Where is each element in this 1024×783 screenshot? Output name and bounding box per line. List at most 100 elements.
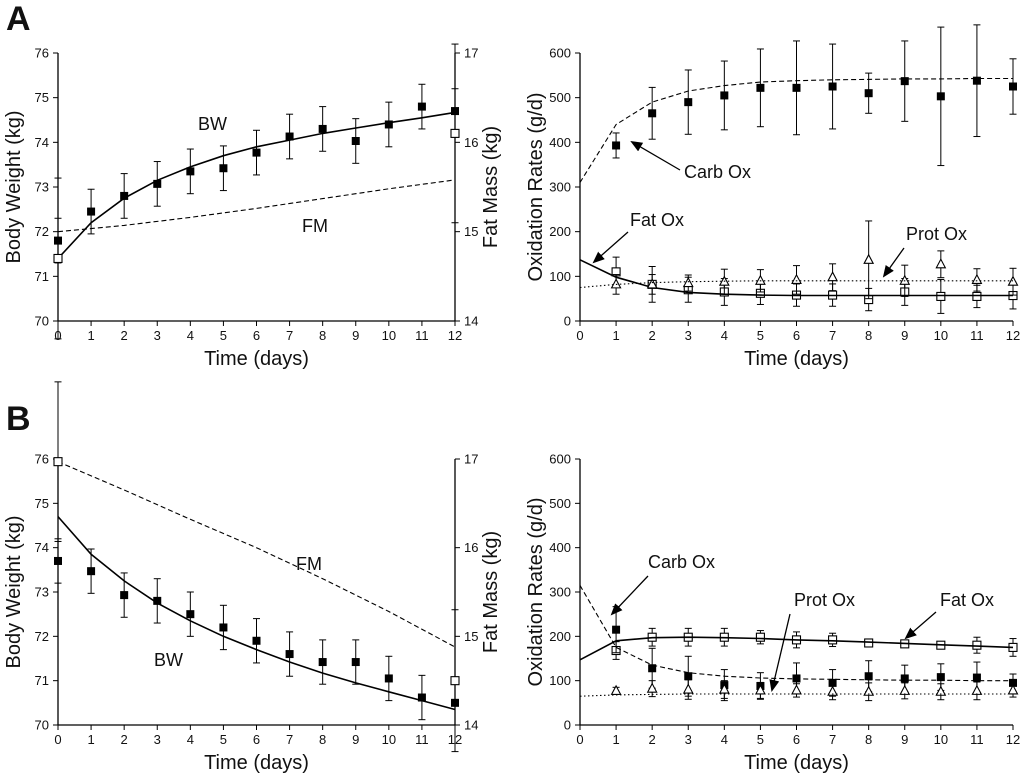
y-tick-label: 75	[35, 90, 49, 105]
chart-b-body-weight-fat-mass: FM BW 0 1 2 3 4 5 6 7 8 9 10 11 12707172737475761415…	[3, 381, 502, 774]
x-tick-label: 8	[865, 328, 872, 343]
x-axis-title: Time (days)	[744, 348, 849, 370]
prot-ox-measured-point	[682, 276, 694, 288]
carb-ox-measured-point	[648, 664, 657, 673]
x-tick-label: 12	[1006, 732, 1020, 747]
y2-tick-label: 15	[464, 629, 478, 644]
annotation-bw: BW	[198, 114, 227, 134]
chart-b-oxidation-rates: Carb Ox Prot Ox Fat Ox 0 1 2 3 4 5 6 7 8 9 10 11 120…	[525, 452, 1020, 775]
carb-ox-measured-point	[972, 673, 981, 682]
y-tick-label: 74	[35, 135, 49, 150]
x-tick-label: 10	[382, 328, 396, 343]
x-tick-label: 6	[253, 328, 260, 343]
prot-ox-measured-point	[971, 684, 983, 695]
x-tick-label: 10	[934, 328, 948, 343]
bw-measured-point	[87, 207, 96, 216]
carb-ox-measured-point	[828, 678, 837, 687]
carb-ox-measured-point	[1009, 678, 1017, 687]
carb-ox-measured-point	[864, 89, 873, 98]
fat-ox-measured-point	[936, 291, 946, 301]
prot-ox-measured-point	[610, 278, 622, 289]
y-tick-label: 71	[35, 673, 49, 688]
prot-ox-measured-point	[935, 258, 947, 269]
prot-ox-measured-point	[646, 278, 658, 289]
y-tick-label: 400	[549, 540, 571, 555]
bw-model-line	[57, 516, 456, 711]
arrow-fat-ox	[904, 611, 937, 640]
x-tick-label: 11	[415, 328, 429, 343]
x-tick-label: 4	[721, 328, 728, 343]
fat-ox-model-line	[579, 636, 1014, 661]
bw-measured-point	[54, 556, 62, 565]
y-tick-label: 500	[549, 90, 571, 105]
prot-ox-measured-point	[899, 274, 911, 285]
y2-tick-label: 17	[464, 46, 478, 61]
x-tick-label: 6	[793, 328, 800, 343]
y-tick-label: 500	[549, 496, 571, 511]
y-tick-label: 70	[35, 314, 49, 329]
x-tick-label: 10	[934, 732, 948, 747]
prot-ox-measured-point	[646, 682, 658, 693]
annotation-carb-ox: Carb Ox	[684, 162, 751, 182]
bw-measured-point	[318, 658, 327, 667]
x-tick-label: 1	[87, 732, 94, 747]
carb-ox-measured-point	[720, 91, 729, 100]
x-tick-label: 0	[54, 732, 61, 747]
annotation-prot-ox: Prot Ox	[794, 590, 855, 610]
bw-measured-point	[120, 191, 129, 200]
x-tick-label: 7	[829, 732, 836, 747]
bw-measured-point	[186, 610, 195, 619]
x-tick-label: 0	[576, 328, 583, 343]
y-tick-label: 100	[549, 673, 571, 688]
y-tick-label: 76	[35, 452, 49, 467]
arrow-prot-ox	[882, 247, 905, 278]
carb-ox-measured-point	[828, 82, 837, 91]
y-tick-label: 74	[35, 540, 49, 555]
carb-ox-measured-point	[1009, 82, 1017, 91]
prot-ox-measured-point	[791, 684, 802, 695]
y2-axis-title: Fat Mass (kg)	[480, 126, 502, 248]
x-tick-label: 1	[87, 328, 94, 343]
y-axis-title: Body Weight (kg)	[3, 110, 25, 263]
carb-ox-measured-point	[684, 98, 693, 107]
y-tick-label: 200	[549, 629, 571, 644]
bw-measured-point	[318, 124, 327, 133]
prot-ox-measured-point	[718, 683, 730, 694]
prot-ox-measured-point	[791, 273, 802, 284]
x-tick-label: 5	[757, 328, 764, 343]
fat-ox-measured-point	[828, 635, 838, 645]
carb-ox-measured-point	[792, 83, 801, 92]
bw-measured-point	[384, 120, 393, 129]
annotation-fm: FM	[302, 216, 328, 236]
prot-ox-measured-point	[863, 685, 875, 696]
x-tick-label: 4	[187, 732, 194, 747]
x-axis-title: Time (days)	[204, 348, 309, 370]
annotation-fm: FM	[296, 554, 322, 574]
y2-tick-label: 16	[464, 135, 478, 150]
y-tick-label: 73	[35, 585, 49, 600]
y-tick-label: 0	[564, 314, 571, 329]
fm-model-line	[57, 461, 456, 648]
x-tick-label: 1	[612, 732, 619, 747]
chart-a-body-weight-fat-mass: BW FM 0123456789101112707172737475761415…	[3, 43, 502, 370]
panel-label-b: B	[6, 400, 31, 438]
fm-model-line	[57, 179, 456, 233]
fm-measured-point	[53, 457, 63, 467]
x-tick-label: 12	[448, 328, 462, 343]
x-tick-label: 11	[970, 328, 984, 343]
y2-axis-title: Fat Mass (kg)	[480, 531, 502, 653]
x-tick-label: 2	[121, 732, 128, 747]
bw-measured-point	[351, 658, 360, 667]
y2-tick-label: 16	[464, 540, 478, 555]
x-tick-label: 9	[901, 732, 908, 747]
y-axis-title: Body Weight (kg)	[3, 515, 25, 668]
carb-ox-measured-point	[972, 76, 981, 85]
bw-measured-point	[384, 674, 393, 683]
carb-ox-measured-point	[936, 673, 945, 682]
x-tick-label: 4	[721, 732, 728, 747]
y-axis-title: Oxidation Rates (g/d)	[525, 93, 547, 282]
prot-ox-measured-point	[827, 685, 838, 696]
fm-measured-point	[450, 676, 460, 686]
x-tick-label: 7	[829, 328, 836, 343]
